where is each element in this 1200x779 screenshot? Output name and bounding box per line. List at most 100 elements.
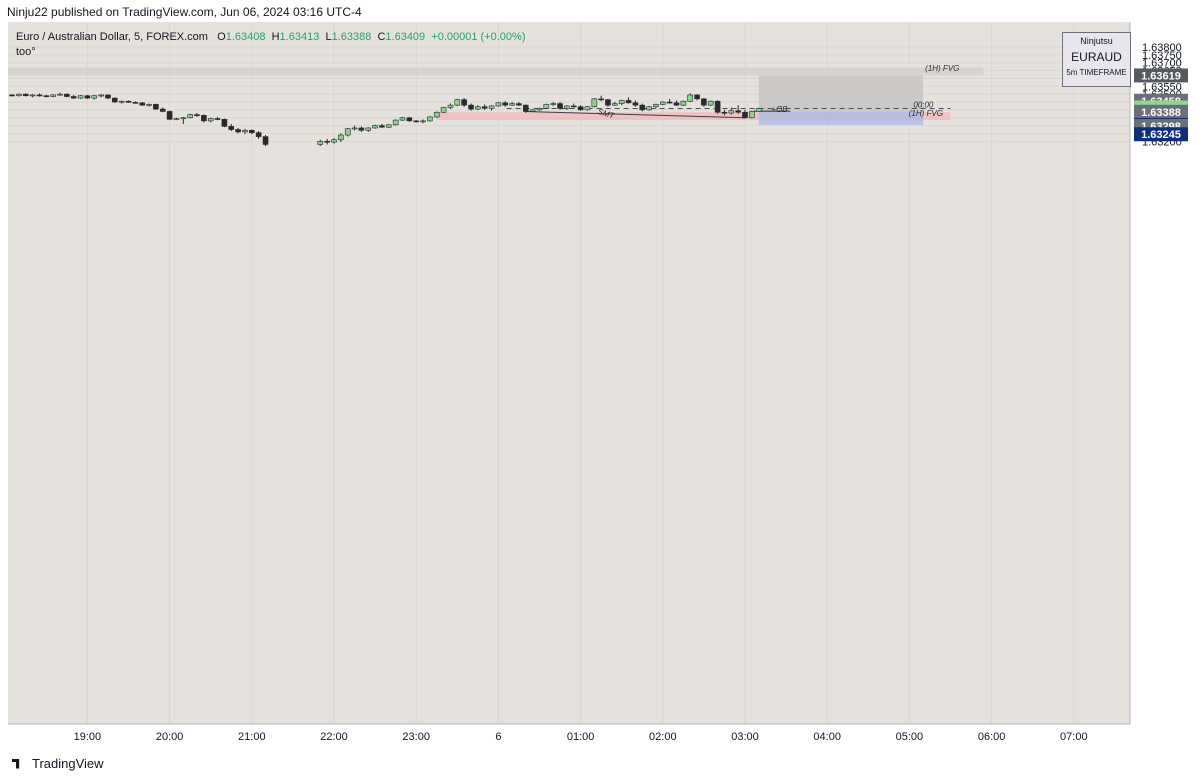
candle-up <box>707 100 714 106</box>
zone-gray-2 <box>758 75 924 112</box>
candle-up <box>187 114 193 119</box>
x-tick-label: 19:00 <box>74 731 102 743</box>
candle-down <box>159 108 166 112</box>
x-tick-label: 03:00 <box>731 731 759 743</box>
chart-area[interactable] <box>8 22 1130 724</box>
candle-up <box>536 108 543 111</box>
candle-down <box>194 114 200 116</box>
candle-down <box>666 101 673 104</box>
candle-up <box>331 139 337 143</box>
plot-group <box>8 22 1130 724</box>
candle-up <box>427 116 433 122</box>
candle-down <box>406 117 413 122</box>
candle-down <box>481 106 488 109</box>
candle-up <box>372 125 378 129</box>
x-tick-label: 07:00 <box>1060 731 1088 743</box>
candle-down <box>639 104 646 111</box>
open-label: O <box>217 31 226 43</box>
badge-symbol: EURAUD <box>1071 50 1122 64</box>
candle-up <box>338 134 344 141</box>
candle-down <box>153 104 159 110</box>
candle-down <box>125 100 132 103</box>
x-tick-label: 01:00 <box>567 731 595 743</box>
candle-down <box>105 94 111 99</box>
candle-down <box>461 99 467 106</box>
tradingview-brand: TradingView <box>32 756 104 771</box>
tradingview-logo: TradingView <box>12 756 104 771</box>
candle-up <box>564 105 570 109</box>
candle-up <box>420 120 426 123</box>
left-margin <box>0 22 8 746</box>
candle-up <box>509 103 515 106</box>
candle-up <box>433 111 440 118</box>
candle-down <box>673 102 680 106</box>
candle-down <box>139 102 146 106</box>
candle-down <box>721 111 728 114</box>
high-value: 1.63413 <box>279 31 320 43</box>
candle-up <box>646 106 652 111</box>
annotation-1hfvg: (1H) FVG <box>925 64 959 73</box>
top-bar: Ninju22 published on TradingView.com, Ju… <box>0 0 1200 22</box>
candle-down <box>64 93 70 97</box>
close-value: 1.63409 <box>385 31 426 43</box>
price-label-dark <box>1134 68 1188 83</box>
x-tick-label: 6 <box>495 731 501 743</box>
candle-up <box>365 127 372 131</box>
candle-up <box>118 100 125 103</box>
y-tick-label: 1.63800 <box>1142 42 1182 54</box>
candle-up <box>653 104 659 108</box>
candle-down <box>502 102 509 106</box>
candle-up <box>173 118 180 120</box>
candle-down <box>605 99 611 106</box>
candle-up <box>529 109 536 112</box>
candle-down <box>214 118 221 120</box>
candle-up <box>680 100 687 106</box>
candle-down <box>228 126 235 130</box>
tradingview-mark-icon <box>12 758 20 769</box>
x-tick-label: 05:00 <box>896 731 924 743</box>
candle-down <box>632 102 639 106</box>
candle-up <box>687 94 693 102</box>
smt-line <box>525 110 746 119</box>
candle-down <box>735 110 741 113</box>
candle-down <box>36 94 43 97</box>
annotation-0000: 00:00 <box>913 101 934 110</box>
candle-up <box>659 101 666 105</box>
candle-up <box>16 93 22 97</box>
candle-up <box>749 111 755 119</box>
x-tick-label: 21:00 <box>238 731 266 743</box>
candle-up <box>180 117 187 120</box>
x-tick-label: 20:00 <box>156 731 184 743</box>
time-axis[interactable] <box>8 724 1130 746</box>
candle-up <box>50 94 56 97</box>
zone-gray-0 <box>8 67 984 76</box>
candle-down <box>132 102 139 104</box>
candle-down <box>570 105 577 108</box>
x-tick-label: 04:00 <box>813 731 841 743</box>
candle-up <box>57 93 63 96</box>
candle-down <box>221 119 228 127</box>
low-value: 1.63388 <box>331 31 372 43</box>
candle-up <box>475 106 481 110</box>
candle-down <box>9 94 15 97</box>
candle-down <box>84 95 91 99</box>
candle-down <box>358 127 365 131</box>
symbol-legend: Euro / Australian Dollar, 5, FOREX.com O… <box>16 31 525 43</box>
annotation-ob: +OB <box>771 105 788 114</box>
candle-up <box>495 102 502 107</box>
price-label-navy <box>1134 127 1188 142</box>
candle-down <box>22 93 29 97</box>
candle-up <box>447 104 454 108</box>
candle-up <box>618 100 625 104</box>
candle-down <box>201 115 207 122</box>
candle-down <box>262 136 269 145</box>
footer <box>0 746 1200 779</box>
candle-up <box>146 104 152 106</box>
candle-up <box>91 95 98 99</box>
price-label-text: 1.63388 <box>1141 107 1181 119</box>
candle-down <box>625 100 632 104</box>
candle-down <box>522 104 529 112</box>
candle-up <box>440 107 447 113</box>
candle-down <box>235 129 241 133</box>
